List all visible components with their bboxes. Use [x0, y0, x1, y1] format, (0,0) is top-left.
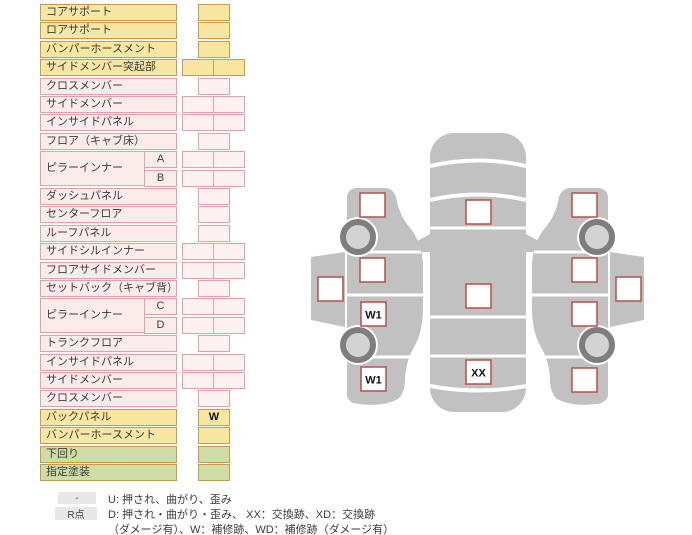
part-label: 下回り: [40, 446, 177, 463]
part-label: サイドメンバー: [40, 372, 177, 389]
mark-cell: [198, 464, 230, 481]
mark-cell: [198, 225, 230, 242]
mark-cell: [198, 280, 230, 297]
part-label: サイドシルインナー: [40, 243, 177, 260]
part-label: フロアサイドメンバー: [40, 262, 177, 279]
part-label: コアサポート: [40, 4, 177, 21]
part-label: ロアサポート: [40, 22, 177, 39]
damage-marker-right-side: [571, 257, 598, 283]
legend-line-d2: （ダメージ有）、W：補修跡、WD：補修跡（ダメージ有）: [108, 524, 395, 535]
mark-cell: [213, 59, 245, 76]
marker-label: XX: [471, 368, 486, 380]
mark-cell: [198, 41, 230, 58]
part-sublabel: C: [144, 298, 177, 315]
mark-cell: [198, 78, 230, 95]
mark-cell: [198, 427, 230, 444]
right-front-wheel-icon: [577, 217, 617, 257]
part-label: ダッシュパネル: [40, 188, 177, 205]
mark-cell: [198, 133, 230, 150]
damage-marker-top-view: [465, 199, 492, 225]
mark-cell: [213, 317, 245, 334]
damage-marker-right-side: [571, 301, 598, 327]
part-label: ルーフパネル: [40, 225, 177, 242]
damage-marker-top-view: [465, 283, 492, 309]
damage-marker-right-bumper: [615, 276, 642, 302]
part-label: ピラーインナー: [40, 151, 145, 186]
mark-cell: [198, 22, 230, 39]
part-label: バックパネル: [40, 409, 177, 426]
mark-cell: [213, 96, 245, 113]
damage-marker-right-side: [571, 192, 598, 218]
legend-line-d: D: 押され・曲がり・歪み、 XX：交換跡、XD：交換跡: [108, 509, 376, 521]
part-sublabel: B: [144, 170, 177, 187]
legend-symbol-rten: R点: [55, 507, 97, 521]
part-sublabel: A: [144, 151, 177, 168]
part-label: セットバック（キャブ背）: [40, 280, 177, 297]
damage-marker-left-side: [359, 257, 386, 283]
mark-cell: [198, 446, 230, 463]
mark-cell: [213, 354, 245, 371]
part-label: センターフロア: [40, 206, 177, 223]
mark-cell: W: [198, 409, 230, 426]
mark-cell: [213, 170, 245, 187]
mark-cell: [213, 298, 245, 315]
part-label: サイドメンバー突起部: [40, 59, 177, 76]
part-label: バンパーホースメント: [40, 41, 177, 58]
mark-cell: [213, 372, 245, 389]
legend-symbol-dash: -: [58, 492, 96, 504]
mark-cell: [198, 188, 230, 205]
mark-cell: [213, 262, 245, 279]
damage-markers: W1 W1 XX: [317, 192, 642, 393]
right-side-view: [532, 188, 644, 405]
right-rear-wheel-icon: [577, 325, 617, 365]
part-label: ピラーインナー: [40, 298, 145, 333]
mark-cell: [198, 390, 230, 407]
part-label: フロア（キャブ床）: [40, 133, 177, 150]
part-sublabel: D: [144, 317, 177, 334]
left-front-wheel-icon: [338, 217, 378, 257]
damage-marker-right-side: [571, 367, 598, 393]
damage-marker-top-view: XX: [465, 359, 492, 385]
legend-line-u: U: 押され、曲がり、歪み: [108, 494, 232, 506]
part-label: クロスメンバー: [40, 390, 177, 407]
left-rear-wheel-icon: [338, 325, 378, 365]
marker-label: W1: [365, 375, 382, 387]
marker-label: W1: [365, 310, 382, 322]
part-label: バンパーホースメント: [40, 427, 177, 444]
part-label: インサイドパネル: [40, 114, 177, 131]
damage-marker-left-bumper: [317, 276, 344, 302]
part-label: クロスメンバー: [40, 78, 177, 95]
part-label: インサイドパネル: [40, 354, 177, 371]
mark-cell: [198, 335, 230, 352]
part-label: サイドメンバー: [40, 96, 177, 113]
mark-cell: [198, 206, 230, 223]
damage-marker-left-side: [359, 192, 386, 218]
mark-cell: [213, 151, 245, 168]
mark-cell: [198, 4, 230, 21]
part-label: 指定塗装: [40, 464, 177, 481]
part-label: トランクフロア: [40, 335, 177, 352]
damage-marker-left-side: W1: [360, 301, 387, 327]
mark-cell: [213, 243, 245, 260]
mark-cell: [213, 114, 245, 131]
damage-marker-left-side: W1: [360, 366, 387, 392]
